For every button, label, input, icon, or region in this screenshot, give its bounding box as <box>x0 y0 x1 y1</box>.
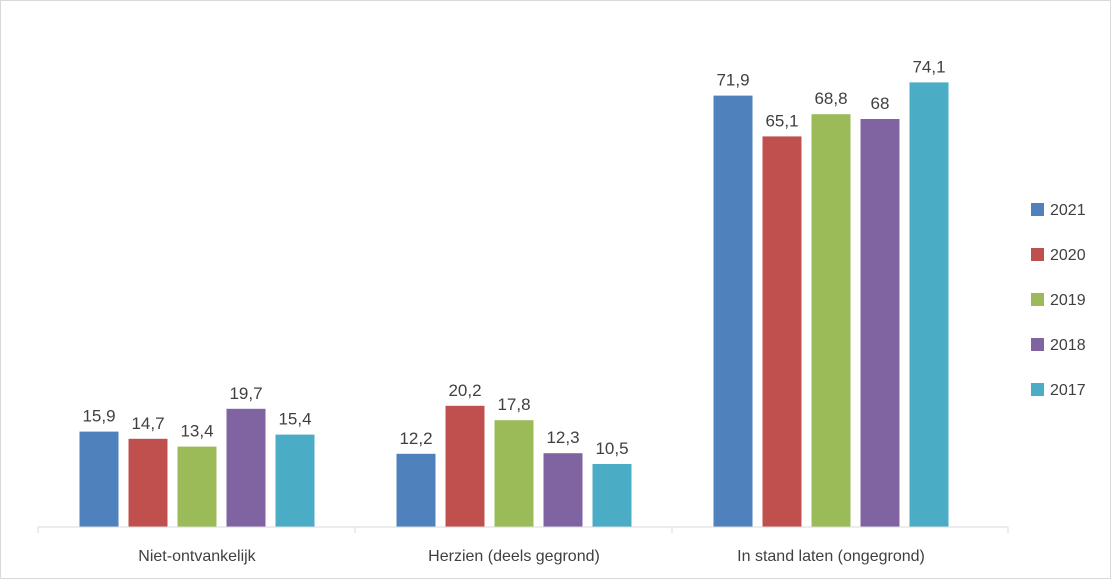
bar-2021-0 <box>79 431 119 527</box>
bar-2019-1 <box>494 420 534 527</box>
legend-swatch-2020 <box>1031 248 1044 261</box>
bar-2021-1 <box>396 453 436 527</box>
bar-2019-2 <box>811 114 851 527</box>
legend-swatch-2018 <box>1031 338 1044 351</box>
data-label-2020-1: 20,2 <box>448 381 481 400</box>
legend-label-2018: 2018 <box>1050 337 1086 354</box>
data-label-2018-2: 68 <box>871 94 890 113</box>
legend-label-2019: 2019 <box>1050 292 1086 309</box>
bar-2018-1 <box>543 453 583 527</box>
legend-label-2017: 2017 <box>1050 382 1086 399</box>
category-labels-group: Niet-ontvankelijk Herzien (deels gegrond)… <box>138 548 925 565</box>
bar-2018-0 <box>226 408 266 527</box>
data-labels-group: 15,9 14,7 13,4 19,7 15,4 12,2 20,2 17,8 12,3 10,5… <box>82 57 945 458</box>
category-label-2: In stand laten (ongegrond) <box>737 548 925 565</box>
data-label-2017-2: 74,1 <box>912 57 945 76</box>
data-label-2021-1: 12,2 <box>399 429 432 448</box>
data-label-2019-1: 17,8 <box>497 395 530 414</box>
bar-2020-2 <box>762 136 802 527</box>
data-label-2021-0: 15,9 <box>82 407 115 426</box>
bars-group <box>79 82 949 528</box>
data-label-2017-0: 15,4 <box>278 410 311 429</box>
bar-2017-0 <box>275 434 315 527</box>
category-label-1: Herzien (deels gegrond) <box>428 548 600 565</box>
category-label-0: Niet-ontvankelijk <box>138 548 256 565</box>
bar-2017-2 <box>909 82 949 528</box>
legend-label-2020: 2020 <box>1050 247 1086 264</box>
data-label-2020-0: 14,7 <box>131 414 164 433</box>
data-label-2021-2: 71,9 <box>716 71 749 90</box>
legend-swatch-2019 <box>1031 293 1044 306</box>
x-axis <box>37 526 1009 533</box>
legend: 2021 2020 2019 2018 2017 <box>1031 202 1086 399</box>
data-label-2018-1: 12,3 <box>546 428 579 447</box>
data-label-2017-1: 10,5 <box>595 439 628 458</box>
bar-2017-1 <box>592 464 632 527</box>
data-label-2019-0: 13,4 <box>180 422 213 441</box>
data-label-2018-0: 19,7 <box>229 384 262 403</box>
legend-swatch-2021 <box>1031 203 1044 216</box>
bar-2020-1 <box>445 405 485 527</box>
bar-2018-2 <box>860 119 900 527</box>
data-label-2020-2: 65,1 <box>765 111 798 130</box>
bar-2021-2 <box>713 95 753 527</box>
legend-swatch-2017 <box>1031 383 1044 396</box>
data-label-2019-2: 68,8 <box>814 89 847 108</box>
bar-2019-0 <box>177 446 217 527</box>
legend-label-2021: 2021 <box>1050 202 1086 219</box>
bar-2020-0 <box>128 438 168 527</box>
